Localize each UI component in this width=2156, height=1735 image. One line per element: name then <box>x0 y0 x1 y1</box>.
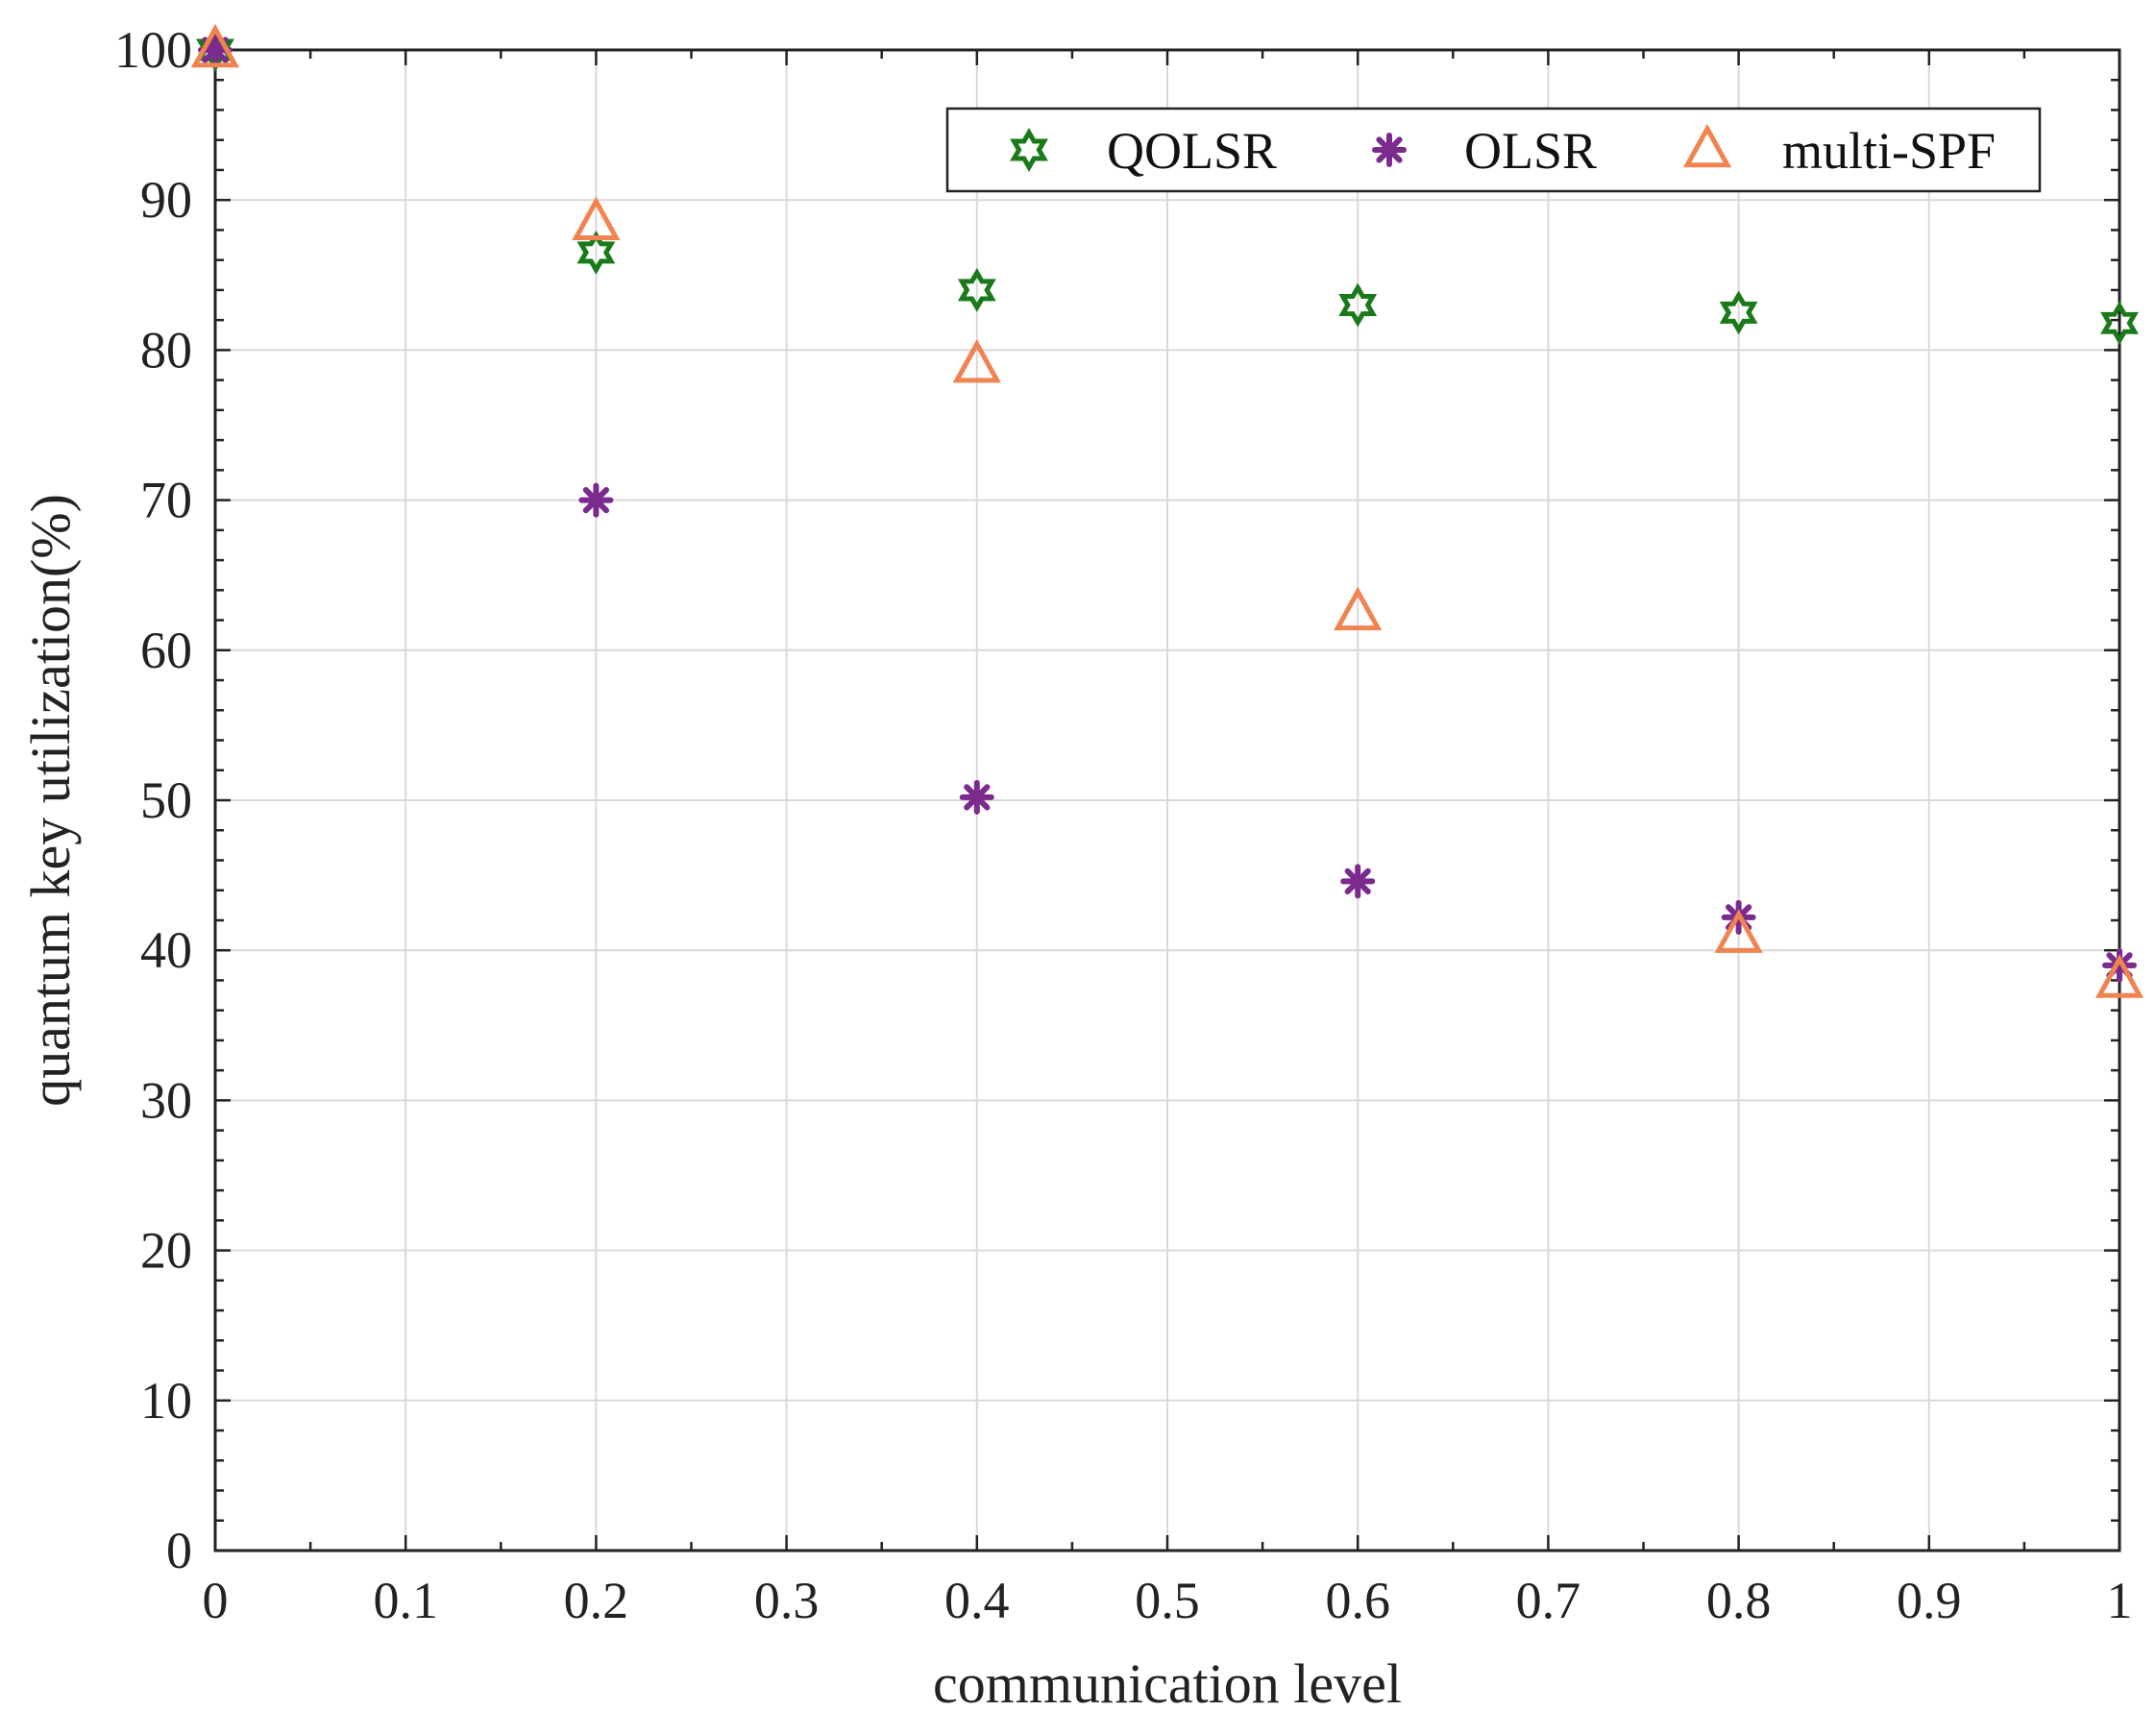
qolsr-point <box>957 267 996 312</box>
y-tick-label: 10 <box>140 1372 192 1430</box>
y-tick-labels: 0 10 20 30 40 50 60 70 80 90 100 <box>114 21 192 1579</box>
multi-spf-point <box>190 23 240 68</box>
multi-spf-point <box>952 338 1001 383</box>
grid <box>215 50 2119 1551</box>
y-tick-label: 70 <box>140 472 192 529</box>
multi-spf-point <box>1714 909 1763 953</box>
x-tick-label: 0.8 <box>1706 1572 1772 1629</box>
olsr-point <box>959 779 994 815</box>
multi-spf-point <box>572 196 621 240</box>
legend-item-multi-spf: multi-SPF <box>1682 122 1996 180</box>
plot-frame <box>213 48 2121 1552</box>
x-axis-title: communication level <box>933 1652 1402 1715</box>
qolsr-point <box>576 230 616 275</box>
y-tick-label: 30 <box>140 1071 192 1129</box>
legend-label: OLSR <box>1464 122 1597 180</box>
olsr-point <box>1340 864 1376 899</box>
legend-item-olsr: OLSR <box>1372 122 1597 180</box>
x-tick-label: 0.6 <box>1325 1572 1390 1629</box>
data-series <box>190 23 2144 998</box>
legend-label: multi-SPF <box>1782 122 1996 180</box>
qolsr-point <box>1338 282 1378 328</box>
olsr-point <box>578 482 614 518</box>
x-tick-label: 0.3 <box>754 1572 820 1629</box>
x-tick-label: 0.7 <box>1516 1572 1581 1629</box>
legend-label: QOLSR <box>1107 122 1277 180</box>
x-tick-label: 0.9 <box>1897 1572 1962 1629</box>
x-tick-labels: 0 0.1 0.2 0.3 0.4 0.5 0.6 0.7 0.8 0.9 1 <box>203 1572 2133 1629</box>
series-qolsr <box>196 28 2139 346</box>
legend-marker-olsr <box>1372 133 1407 167</box>
x-tick-label: 1 <box>2107 1572 2133 1629</box>
legend-marker-multi-spf <box>1682 123 1732 168</box>
x-tick-label: 0 <box>203 1572 229 1629</box>
y-tick-label: 80 <box>140 321 192 379</box>
y-tick-label: 100 <box>114 21 192 79</box>
y-tick-label: 40 <box>140 921 192 979</box>
multi-spf-point <box>2095 954 2144 998</box>
qolsr-point <box>1719 290 1758 335</box>
multi-spf-point <box>1334 586 1383 631</box>
x-tick-label: 0.5 <box>1135 1572 1200 1629</box>
legend: QOLSR OLSR multi-SPF <box>945 107 2042 193</box>
series-multi-spf <box>190 23 2144 998</box>
y-tick-label: 50 <box>140 771 192 829</box>
y-tick-label: 0 <box>166 1522 192 1579</box>
x-tick-label: 0.2 <box>564 1572 629 1629</box>
y-tick-label: 20 <box>140 1222 192 1280</box>
y-tick-label: 60 <box>140 622 192 679</box>
x-tick-label: 0.1 <box>373 1572 438 1629</box>
legend-marker-qolsr <box>1010 128 1048 172</box>
y-tick-label: 90 <box>140 171 192 229</box>
x-tick-label: 0.4 <box>944 1572 1010 1629</box>
y-axis-title: quantum key utilization(%) <box>19 494 82 1107</box>
legend-box <box>945 107 2042 193</box>
legend-item-qolsr: QOLSR <box>1010 122 1277 180</box>
qolsr-point <box>2100 301 2139 346</box>
